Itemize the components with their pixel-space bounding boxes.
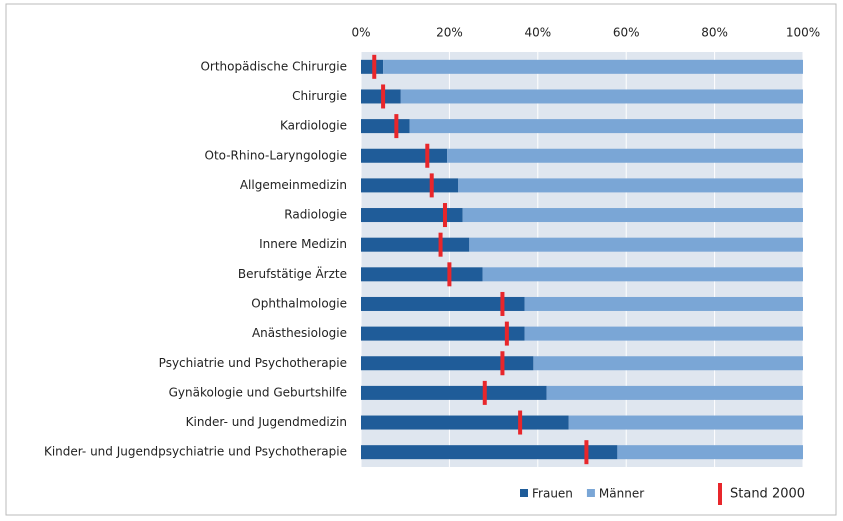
y-tick-label: Psychiatrie und Psychotherapie [159, 356, 347, 370]
bar-segment [524, 296, 803, 311]
legend-label: Frauen [532, 487, 573, 501]
marker [584, 440, 589, 465]
bar-segment [617, 445, 803, 460]
x-tick-label: 80% [701, 26, 728, 40]
bar-segment [482, 267, 803, 282]
bar-segment [361, 208, 463, 223]
bar-segment [400, 89, 803, 104]
y-tick-label: Berufstätige Ärzte [238, 266, 347, 281]
x-tick-label: 100% [786, 26, 820, 40]
x-tick-label: 60% [613, 26, 640, 40]
marker [394, 114, 399, 139]
bar-segment [462, 208, 803, 223]
marker [425, 143, 430, 168]
bar-segment [361, 356, 534, 371]
legend-label: Männer [599, 487, 644, 501]
bar-segment [546, 385, 803, 400]
bar-segment [533, 356, 803, 371]
y-tick-label: Gynäkologie und Geburtshilfe [169, 385, 347, 399]
marker [504, 321, 509, 346]
marker [438, 232, 443, 257]
y-tick-label: Orthopädische Chirurgie [200, 59, 347, 73]
marker [429, 173, 434, 198]
bar-segment [361, 119, 410, 134]
y-tick-label: Ophthalmologie [251, 296, 347, 310]
bar-segment [361, 89, 401, 104]
legend-label: Stand 2000 [730, 487, 805, 502]
bar-segment [361, 148, 448, 163]
y-tick-label: Kinder- und Jugendpsychiatrie und Psycho… [44, 445, 347, 459]
y-tick-label: Innere Medizin [259, 237, 347, 251]
bar-segment [361, 178, 459, 193]
plot-area [361, 52, 803, 467]
marker [500, 351, 505, 376]
bar-segment [524, 326, 803, 341]
y-tick-label: Kinder- und Jugendmedizin [186, 415, 347, 429]
bar-segment [361, 415, 569, 430]
bar-segment [361, 237, 470, 252]
bar-segment [409, 119, 803, 134]
bar-segment [568, 415, 803, 430]
x-tick-label: 20% [436, 26, 463, 40]
y-tick-label: Chirurgie [292, 89, 347, 103]
marker [381, 84, 386, 109]
y-tick-label: Radiologie [284, 208, 347, 222]
bar-segment [361, 267, 483, 282]
y-tick-label: Anästhesiologie [252, 326, 347, 340]
bar-segment [361, 445, 618, 460]
marker [447, 262, 452, 287]
y-tick-label: Allgemeinmedizin [240, 178, 347, 192]
marker [442, 203, 447, 228]
bar-segment [469, 237, 803, 252]
y-tick-label: Kardiologie [280, 119, 347, 133]
marker [372, 54, 377, 79]
bar-segment [361, 296, 525, 311]
bar-segment [383, 59, 803, 74]
marker [482, 380, 487, 405]
marker [500, 291, 505, 316]
bar-segment [447, 148, 803, 163]
bar-segment [458, 178, 803, 193]
bar-segment [361, 385, 547, 400]
bar-segment [361, 326, 525, 341]
bar-segment [361, 59, 384, 74]
legend-swatch [586, 489, 595, 497]
marker [518, 410, 523, 435]
legend-swatch [520, 489, 528, 497]
x-tick-label: 0% [351, 26, 370, 40]
legend-swatch [718, 483, 722, 505]
x-tick-label: 40% [524, 26, 551, 40]
y-tick-label: Oto-Rhino-Laryngologie [205, 148, 347, 162]
